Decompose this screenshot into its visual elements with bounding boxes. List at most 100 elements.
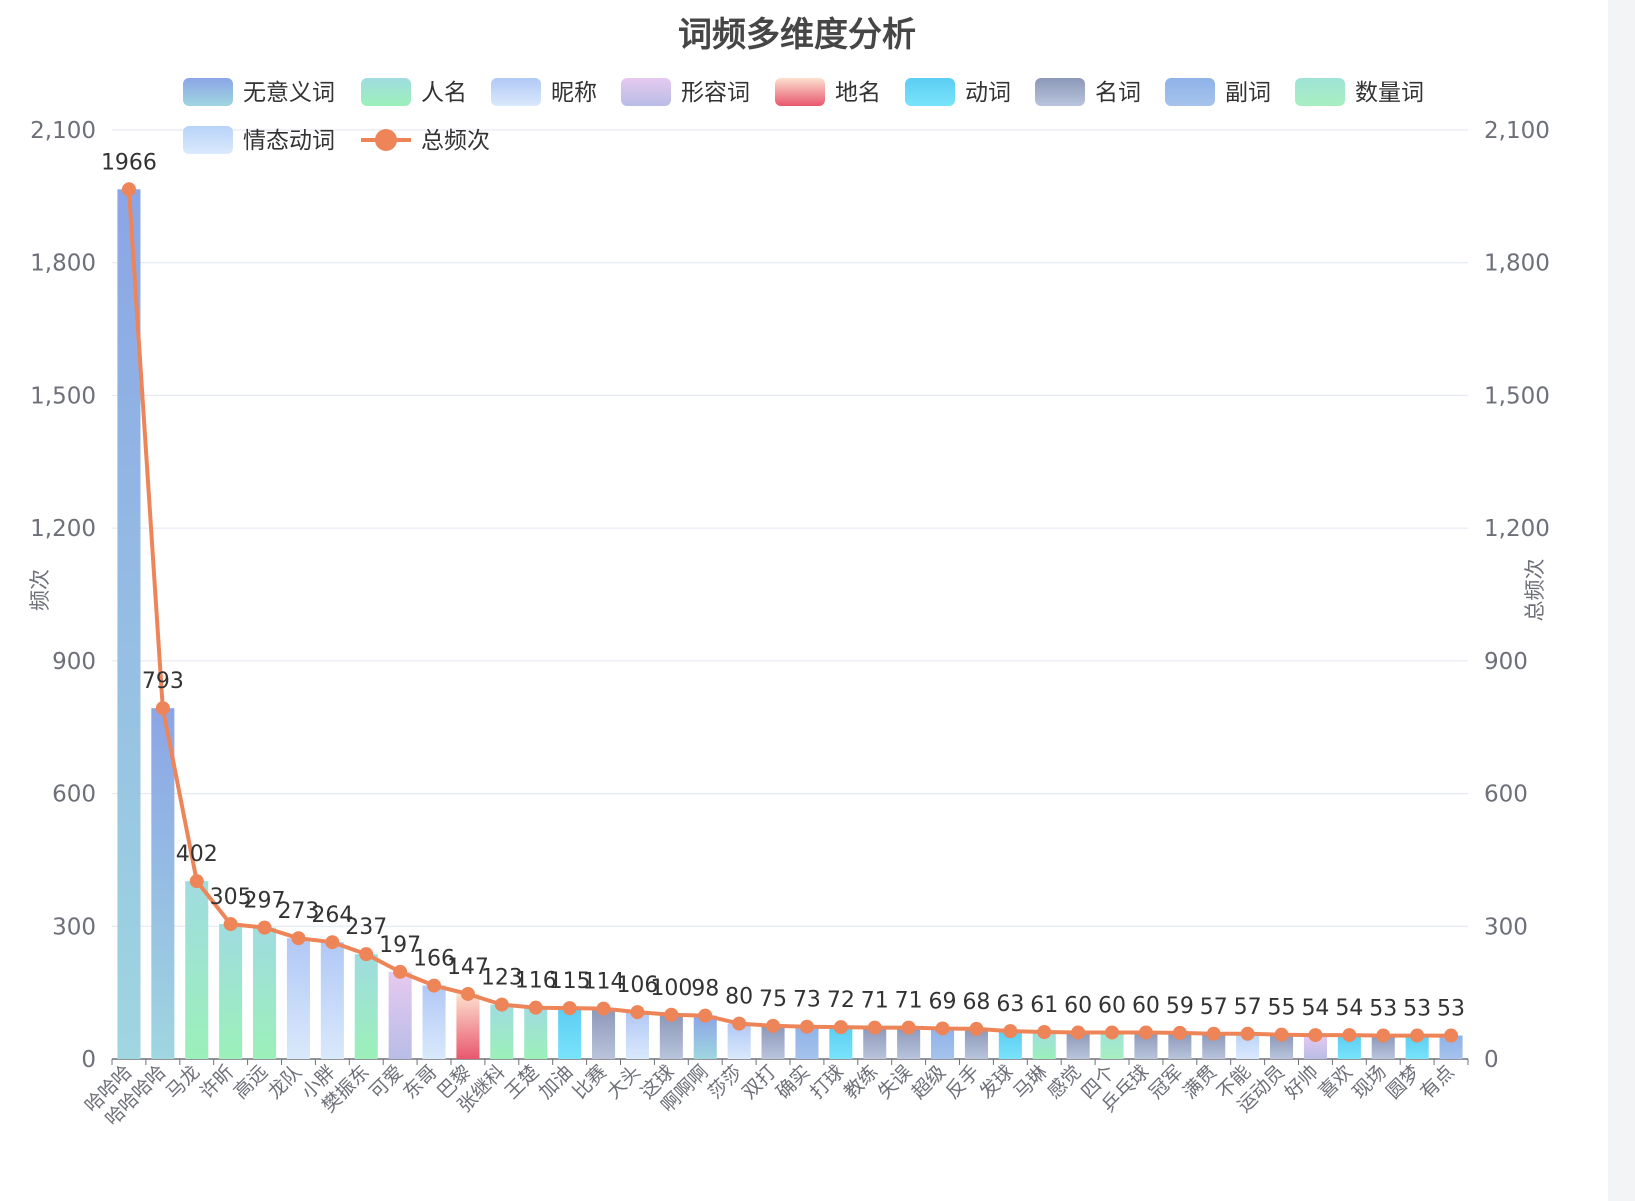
total-frequency-point[interactable]: [1037, 1025, 1052, 1040]
bar-龙队[interactable]: [286, 938, 310, 1059]
total-frequency-point[interactable]: [1105, 1025, 1120, 1040]
bar-现场[interactable]: [1371, 1035, 1395, 1059]
bar-张继科[interactable]: [490, 1004, 514, 1059]
legend-swatch: [183, 126, 233, 154]
total-frequency-point[interactable]: [393, 964, 408, 979]
total-frequency-point[interactable]: [1444, 1028, 1459, 1043]
bar-好帅[interactable]: [1303, 1035, 1327, 1059]
data-label: 106: [616, 973, 658, 998]
total-frequency-point[interactable]: [494, 997, 509, 1012]
bar-发球[interactable]: [998, 1031, 1022, 1059]
total-frequency-point[interactable]: [1308, 1028, 1323, 1043]
bar-东哥[interactable]: [422, 985, 446, 1059]
y-tick-label-right: 1,500: [1484, 383, 1550, 409]
legend-item-总频次[interactable]: 总频次: [361, 128, 490, 154]
total-frequency-point[interactable]: [291, 931, 306, 946]
total-frequency-point[interactable]: [427, 978, 442, 993]
bar-冠军[interactable]: [1168, 1032, 1192, 1059]
bar-打球[interactable]: [829, 1027, 853, 1059]
bar-马龙[interactable]: [185, 881, 209, 1059]
bar-许昕[interactable]: [219, 924, 243, 1059]
bar-马琳[interactable]: [1032, 1032, 1056, 1059]
bar-双打[interactable]: [761, 1025, 785, 1059]
bar-乒乓球[interactable]: [1134, 1032, 1158, 1059]
x-tick-label: 马琳: [1009, 1061, 1051, 1103]
legend-label: 动词: [965, 80, 1011, 106]
legend-item-无意义词[interactable]: 无意义词: [183, 78, 335, 106]
total-frequency-point[interactable]: [121, 182, 136, 197]
legend-item-形容词[interactable]: 形容词: [621, 78, 750, 106]
legend-item-情态动词[interactable]: 情态动词: [183, 126, 335, 154]
total-frequency-point[interactable]: [799, 1019, 814, 1034]
total-frequency-point[interactable]: [1138, 1025, 1153, 1040]
scrollbar-track[interactable]: [1608, 0, 1635, 1201]
bar-比赛[interactable]: [592, 1008, 616, 1059]
total-frequency-point[interactable]: [1206, 1026, 1221, 1041]
bar-教练[interactable]: [863, 1027, 887, 1059]
bar-圆梦[interactable]: [1405, 1035, 1429, 1059]
bar-高远[interactable]: [253, 927, 277, 1059]
y-tick-label-right: 0: [1484, 1047, 1499, 1073]
bar-这球[interactable]: [659, 1014, 683, 1059]
bar-不能[interactable]: [1236, 1033, 1260, 1059]
total-frequency-point[interactable]: [1003, 1024, 1018, 1039]
total-frequency-point[interactable]: [1240, 1026, 1255, 1041]
total-frequency-point[interactable]: [1274, 1027, 1289, 1042]
total-frequency-point[interactable]: [460, 986, 475, 1001]
bar-哈哈哈[interactable]: [117, 189, 141, 1059]
legend-item-名词[interactable]: 名词: [1035, 78, 1141, 106]
bar-运动员[interactable]: [1270, 1034, 1294, 1059]
total-frequency-point[interactable]: [1342, 1028, 1357, 1043]
total-frequency-point[interactable]: [969, 1021, 984, 1036]
total-frequency-point[interactable]: [257, 920, 272, 935]
x-tick-label: 大头: [603, 1061, 645, 1103]
total-frequency-point[interactable]: [664, 1007, 679, 1022]
total-frequency-point[interactable]: [528, 1000, 543, 1015]
bar-巴黎[interactable]: [456, 993, 480, 1059]
total-frequency-point[interactable]: [155, 701, 170, 716]
bar-确实[interactable]: [795, 1026, 819, 1059]
legend-item-地名[interactable]: 地名: [775, 78, 881, 106]
total-frequency-point[interactable]: [1172, 1025, 1187, 1040]
total-frequency-point[interactable]: [901, 1020, 916, 1035]
total-frequency-point[interactable]: [1071, 1025, 1086, 1040]
bar-啊啊啊[interactable]: [693, 1015, 717, 1059]
bar-可爱[interactable]: [388, 971, 412, 1059]
bar-王楚[interactable]: [524, 1007, 548, 1059]
legend-item-昵称[interactable]: 昵称: [491, 78, 597, 106]
bar-小胖[interactable]: [320, 942, 344, 1059]
bar-樊振东[interactable]: [354, 954, 378, 1059]
bar-反手[interactable]: [964, 1028, 988, 1059]
legend-item-人名[interactable]: 人名: [361, 78, 467, 106]
legend-item-副词[interactable]: 副词: [1165, 78, 1271, 106]
bar-四个[interactable]: [1100, 1032, 1124, 1059]
total-frequency-point[interactable]: [325, 935, 340, 950]
total-frequency-point[interactable]: [766, 1018, 781, 1033]
total-frequency-point[interactable]: [732, 1016, 747, 1031]
bar-莎莎[interactable]: [727, 1023, 751, 1059]
bar-加油[interactable]: [558, 1008, 582, 1059]
bar-哈哈哈哈[interactable]: [151, 708, 175, 1059]
total-frequency-point[interactable]: [562, 1001, 577, 1016]
legend-item-动词[interactable]: 动词: [905, 78, 1011, 106]
bar-超级[interactable]: [931, 1028, 955, 1059]
total-frequency-point[interactable]: [935, 1021, 950, 1036]
data-label: 55: [1268, 996, 1296, 1021]
bar-满贯[interactable]: [1202, 1033, 1226, 1059]
legend-item-数量词[interactable]: 数量词: [1295, 78, 1424, 106]
total-frequency-point[interactable]: [698, 1008, 713, 1023]
bar-感觉[interactable]: [1066, 1032, 1090, 1059]
total-frequency-point[interactable]: [596, 1001, 611, 1016]
total-frequency-point[interactable]: [189, 874, 204, 889]
total-frequency-point[interactable]: [630, 1005, 645, 1020]
bar-喜欢[interactable]: [1337, 1035, 1361, 1059]
total-frequency-point[interactable]: [223, 917, 238, 932]
bar-大头[interactable]: [625, 1012, 649, 1059]
bar-失误[interactable]: [897, 1027, 921, 1059]
total-frequency-point[interactable]: [1376, 1028, 1391, 1043]
total-frequency-point[interactable]: [1410, 1028, 1425, 1043]
total-frequency-point[interactable]: [359, 947, 374, 962]
total-frequency-point[interactable]: [833, 1020, 848, 1035]
total-frequency-point[interactable]: [867, 1020, 882, 1035]
bar-有点[interactable]: [1439, 1035, 1463, 1059]
